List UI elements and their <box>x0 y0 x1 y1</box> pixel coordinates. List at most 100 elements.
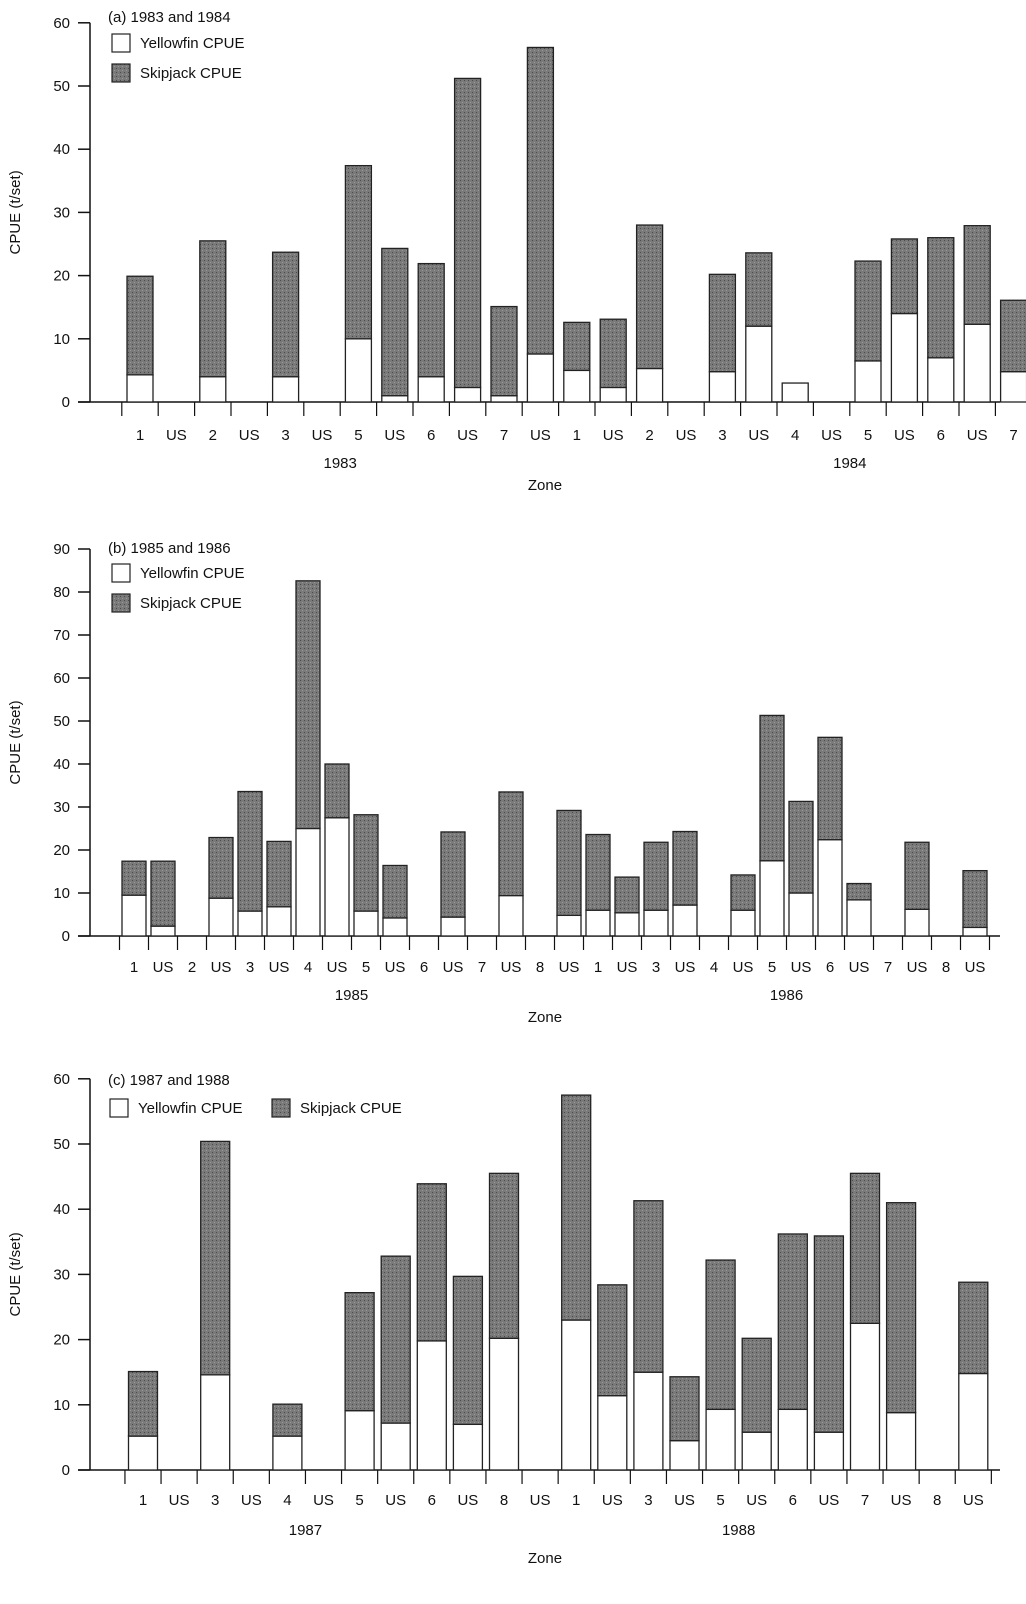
bar-skipjack <box>382 864 408 919</box>
y-tick-label: 10 <box>53 885 70 902</box>
x-tick-label: US <box>211 959 232 976</box>
x-tick-label: 5 <box>716 1492 724 1509</box>
bar-yellowfin <box>353 910 379 937</box>
bar-yellowfin <box>272 1435 303 1471</box>
bar-skipjack <box>271 251 300 378</box>
year-label: 1984 <box>833 455 866 472</box>
x-tick-label: US <box>791 959 812 976</box>
bar-yellowfin <box>380 1422 411 1471</box>
bar-skipjack <box>452 1275 484 1426</box>
legend-swatch-skipjack <box>111 593 131 613</box>
chart-title: (b) 1985 and 1986 <box>108 540 231 557</box>
x-tick-label: US <box>312 427 333 444</box>
bar-yellowfin <box>890 312 919 403</box>
x-tick-label: 2 <box>209 427 217 444</box>
x-tick-label: US <box>530 1492 551 1509</box>
bar-yellowfin <box>237 910 263 937</box>
chart-title: (c) 1987 and 1988 <box>108 1072 230 1089</box>
bar-skipjack <box>563 321 591 372</box>
x-tick-label: 4 <box>710 959 718 976</box>
bar-yellowfin <box>498 894 524 937</box>
x-tick-label: 2 <box>645 427 653 444</box>
x-tick-label: US <box>746 1492 767 1509</box>
bar-yellowfin <box>963 323 991 403</box>
x-tick-label: US <box>967 427 988 444</box>
year-label: 1986 <box>770 987 803 1004</box>
y-tick-label: 0 <box>62 1462 70 1479</box>
x-tick-label: US <box>443 959 464 976</box>
y-tick-label: 40 <box>53 141 70 158</box>
bar-skipjack <box>199 240 227 378</box>
x-tick-label: 4 <box>791 427 799 444</box>
bar-skipjack <box>730 874 756 911</box>
bar-skipjack <box>417 262 445 378</box>
x-tick-label: 7 <box>861 1492 869 1509</box>
y-tick-label: 50 <box>53 713 70 730</box>
x-tick-label: 1 <box>573 427 581 444</box>
bar-skipjack <box>885 1202 917 1414</box>
bar-skipjack <box>672 830 698 906</box>
x-tick-label: 4 <box>283 1492 291 1509</box>
bar-skipjack <box>635 224 664 370</box>
x-tick-label: 3 <box>718 427 726 444</box>
bar-yellowfin <box>126 374 154 403</box>
x-tick-label: US <box>269 959 290 976</box>
x-tick-label: US <box>239 427 260 444</box>
bar-yellowfin <box>846 899 872 937</box>
y-tick-label: 40 <box>53 1201 70 1218</box>
bar-yellowfin <box>745 325 773 403</box>
x-tick-label: 7 <box>1009 427 1017 444</box>
bar-skipjack <box>453 77 482 389</box>
chart-panel-1: 0 10 20 30 40 50 60 CPUE (t/set) 1 US 2 US 3 US 5 US 6 US… <box>7 9 1026 494</box>
bar-yellowfin <box>962 926 988 937</box>
bar-yellowfin <box>440 916 466 937</box>
x-tick-label: 2 <box>188 959 196 976</box>
x-axis-title: Zone <box>528 1009 562 1026</box>
x-tick-label: 7 <box>478 959 486 976</box>
bar-skipjack <box>498 791 524 897</box>
bar-skipjack <box>126 275 154 376</box>
bar-yellowfin <box>635 367 664 403</box>
x-tick-label: US <box>965 959 986 976</box>
bar-skipjack <box>904 841 930 910</box>
x-tick-label: US <box>457 1492 478 1509</box>
legend-swatch-yellowfin <box>111 33 131 53</box>
x-tick-label: US <box>153 959 174 976</box>
bar-yellowfin <box>452 1423 484 1471</box>
bar-yellowfin <box>208 897 234 937</box>
year-label: 1983 <box>324 455 357 472</box>
legend-swatch-yellowfin <box>109 1098 129 1118</box>
y-tick-label: 40 <box>53 756 70 773</box>
x-tick-label: US <box>559 959 580 976</box>
bar-yellowfin <box>849 1322 881 1471</box>
bar-skipjack <box>705 1259 736 1411</box>
bar-yellowfin <box>614 912 640 937</box>
x-tick-label: 3 <box>281 427 289 444</box>
y-tick-label: 50 <box>53 1136 70 1153</box>
bar-skipjack <box>963 225 991 325</box>
bar-yellowfin <box>150 925 176 937</box>
x-tick-label: 7 <box>500 427 508 444</box>
bar-skipjack <box>958 1281 989 1375</box>
y-tick-label: 0 <box>62 394 70 411</box>
bar-skipjack <box>272 1403 303 1437</box>
bar-skipjack <box>669 1376 700 1442</box>
bar-skipjack <box>121 860 147 896</box>
y-tick-label: 30 <box>53 799 70 816</box>
bar-skipjack <box>266 840 292 908</box>
bar-yellowfin <box>730 909 756 937</box>
x-tick-label: US <box>385 959 406 976</box>
chart-panel-2: 0 10 20 30 40 50 60 70 80 90 CPUE (t/set) 1 US 2 US 3 US… <box>7 540 1000 1026</box>
year-label: 1988 <box>722 1522 755 1539</box>
y-tick-label: 10 <box>53 331 70 348</box>
bar-yellowfin <box>781 382 809 403</box>
bar-skipjack <box>745 252 773 327</box>
bar-yellowfin <box>904 908 930 937</box>
x-tick-label: 3 <box>644 1492 652 1509</box>
x-tick-label: US <box>907 959 928 976</box>
y-tick-label: 0 <box>62 928 70 945</box>
bar-skipjack <box>927 237 955 359</box>
x-tick-label: 5 <box>354 427 362 444</box>
bar-skipjack <box>490 305 518 397</box>
x-axis-title: Zone <box>528 477 562 494</box>
